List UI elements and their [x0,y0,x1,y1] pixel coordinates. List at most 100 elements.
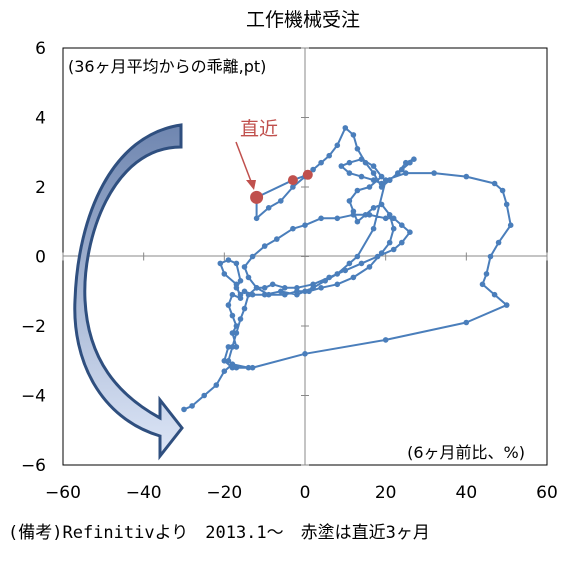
series-point [334,142,341,149]
series-point [306,288,312,295]
x-tick-label: 20 [375,483,397,503]
y-tick-label: 6 [35,39,46,59]
series-point [346,198,353,204]
series-point [221,358,228,364]
series-point [249,253,256,260]
series-point [310,166,316,173]
series-point [346,260,353,267]
series-point [503,302,510,308]
series-point [201,392,207,399]
series-point [189,403,195,409]
series-point [399,166,405,173]
series-point [370,205,377,211]
series-point [326,152,333,159]
series-point [278,198,284,204]
series-point [390,246,397,253]
series-point [334,271,341,277]
y-note: (36ヶ月平均からの乖離,pt) [68,57,266,76]
series-point [318,215,324,222]
series-point [342,267,349,274]
series-point [378,173,385,180]
series-point [358,260,365,267]
x-note: (6ヶ月前比、%) [407,443,525,462]
series-point [378,184,385,190]
series-point [370,177,377,183]
series-point [350,274,357,281]
series-point [407,229,413,235]
series-point [463,319,470,326]
series-point [241,305,248,312]
series-point [229,344,236,350]
series-point [233,323,240,329]
series-line-group [181,125,514,413]
series-point [507,222,514,228]
x-tick-label: −40 [126,483,162,503]
y-tick-label: −4 [21,387,46,407]
series-point [213,382,220,388]
series-point [274,236,280,242]
series-point [366,184,373,190]
series-point [431,170,437,176]
series-point [278,288,284,295]
series-point [390,225,397,232]
series-point [249,364,256,371]
series-point [491,180,498,187]
series-point [237,316,244,322]
series-point [374,253,381,260]
series-point [237,291,244,298]
highlight-point [302,169,313,180]
x-tick-label: 60 [536,483,558,503]
series-point [370,225,377,232]
series-point [399,239,405,246]
y-tick-label: −6 [21,456,46,476]
highlight-point [250,190,264,204]
series-point [245,291,252,298]
series-point [225,257,232,263]
series-point [366,264,373,270]
series-point [241,264,248,270]
series-point [487,253,494,260]
series-point [217,260,224,267]
series-point [249,291,256,298]
series-point [233,364,240,371]
series-point [181,406,187,413]
series-point [282,291,288,298]
series-point [229,312,236,319]
series-point [350,132,357,138]
series-point [370,163,377,169]
x-tick-label: −60 [45,483,81,503]
series-point [354,187,361,194]
series-point [483,271,490,277]
series-point [499,187,506,194]
x-tick-label: −20 [206,483,242,503]
series-point [378,201,385,208]
series-point [253,285,260,291]
series-point [386,177,393,183]
series-point [479,281,486,288]
footer-note: (備考)Refinitivより 2013.1～ 赤塗は直近3ヶ月 [8,523,430,543]
series-point [491,291,498,298]
series-point [261,285,268,291]
series-point [261,243,268,249]
series-point [302,288,308,295]
series-point [229,364,236,371]
series-point [302,351,308,357]
series-point [290,225,296,232]
highlight-points [250,169,313,219]
series-point [403,170,409,176]
series-point [366,212,373,218]
x-tick-label: 40 [456,483,478,503]
series-point [229,291,236,298]
series-point [265,291,272,298]
series-point [233,285,240,291]
series-point [290,184,296,190]
series-point [221,368,228,375]
series-point [407,159,413,166]
series-point [403,159,409,166]
y-tick-label: 0 [35,248,46,268]
series-point [503,201,510,208]
series-point [495,239,502,246]
series-point [241,288,248,295]
y-tick-label: 2 [35,178,46,198]
